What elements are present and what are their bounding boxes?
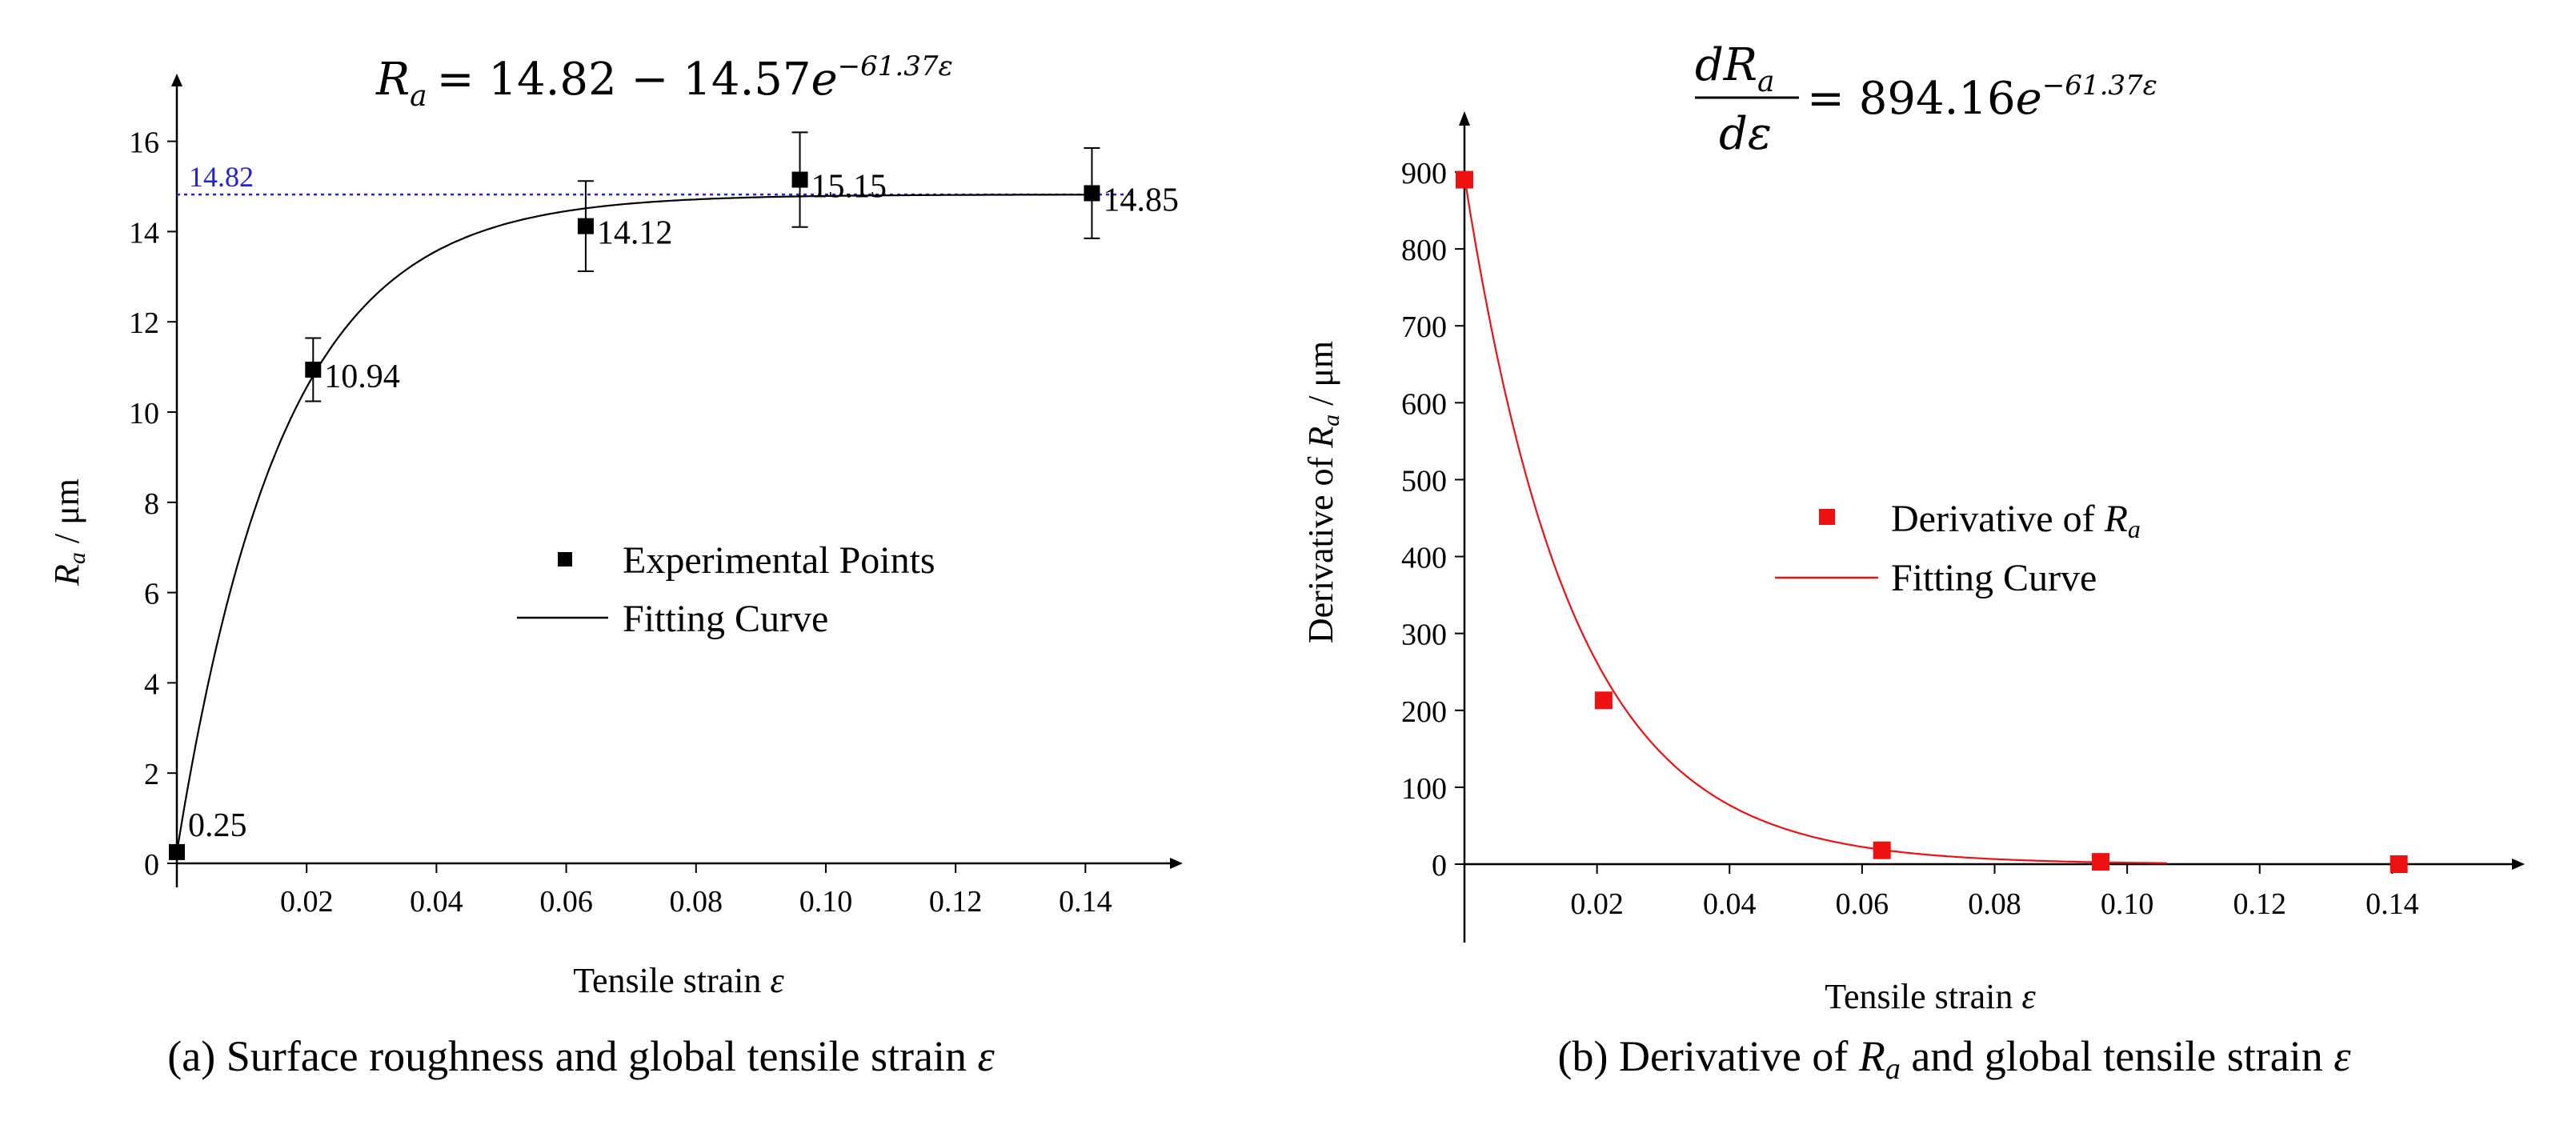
panel-b-y-tick-label: 800 — [1401, 234, 1447, 267]
panel-b-data-point — [2092, 853, 2109, 871]
panel-a-data-point — [169, 843, 185, 860]
panel-b-y-tick-label: 300 — [1401, 619, 1447, 652]
panel-a-legend-fit-label: Fitting Curve — [623, 598, 828, 640]
panel-a-x-axis-title: Tensile strain ε — [573, 961, 784, 1000]
panel-a-y-tick-label: 8 — [144, 487, 159, 521]
panel-b-legend-fit-label: Fitting Curve — [1891, 557, 2097, 599]
panel-a-y-tick-label: 4 — [144, 667, 159, 701]
panel-b-x-tick-label: 0.04 — [1703, 887, 1757, 921]
panel-b-y-tick-label: 900 — [1401, 157, 1447, 190]
panel-a-x-tick-label: 0.14 — [1059, 885, 1112, 919]
panel-b-x-axis-arrow — [2512, 859, 2525, 870]
panel-a-equation: Ra = 14.82 − 14.57e−61.37ε — [375, 50, 953, 113]
panel-a-data-point — [577, 218, 594, 234]
panel-a-y-tick-label: 12 — [129, 306, 159, 340]
panel-b-data-point — [1594, 691, 1613, 710]
panel-a-data-label: 10.94 — [324, 358, 400, 395]
panel-a-y-tick-label: 6 — [144, 578, 159, 611]
panel-a-y-tick-label: 10 — [129, 397, 159, 430]
panel-a-legend: Experimental Points Fitting Curve — [517, 539, 935, 640]
panel-b-data-point — [2390, 855, 2408, 873]
panel-b-x-axis-title: Tensile strain ε — [1825, 977, 2036, 1016]
panel-b-equation: dRa dε = 894.16e−61.37ε — [1695, 39, 2157, 160]
panel-a-y-axis-arrow — [171, 74, 182, 86]
panel-b-x-tick-label: 0.10 — [2101, 887, 2154, 921]
panel-a-y-axis-title: Ra / μm — [47, 478, 90, 587]
panel-a-data-point — [791, 171, 808, 188]
panel-b-caption: (b) Derivative of Ra and global tensile … — [1558, 1032, 2352, 1086]
panel-b-equation-rhs: = 894.16e−61.37ε — [1807, 70, 2157, 125]
panel-b-y-tick-label: 400 — [1401, 542, 1447, 575]
panel-b-x-tick-label: 0.12 — [2233, 887, 2287, 921]
panel-b-x-tick-label: 0.06 — [1836, 887, 1889, 921]
panel-a-x-tick-label: 0.10 — [799, 885, 853, 919]
panel-a-asymptote-label: 14.82 — [189, 161, 254, 193]
panel-a-legend-marker-points — [558, 552, 572, 567]
panel-a-x-tick-label: 0.02 — [280, 885, 334, 919]
panel-a-data-label: 14.85 — [1103, 182, 1179, 218]
panel-a-data-label: 14.12 — [597, 215, 673, 252]
panel-b-equation-numerator: dRa — [1695, 39, 1774, 98]
panel-b-data-point — [1456, 170, 1473, 189]
panel-b-y-tick-label: 600 — [1401, 387, 1447, 421]
panel-b-x-tick-label: 0.14 — [2366, 887, 2419, 921]
panel-a-data-label: 15.15 — [811, 169, 887, 206]
panel-b-plot-area: 0.02 0.04 0.06 0.08 0.10 0.12 0.14 0 100 200 300 40… — [1401, 111, 2525, 943]
panel-b-legend: Derivative of Ra Fitting Curve — [1775, 498, 2141, 599]
panel-b-y-tick-label: 100 — [1401, 772, 1447, 806]
panel-b-data-point — [1873, 841, 1891, 859]
panel-a-data-label: 0.25 — [188, 807, 247, 844]
panel-b-fitting-curve — [1463, 176, 2167, 864]
panel-b-x-tick-label: 0.02 — [1570, 887, 1624, 921]
panel-b-y-axis-title: Derivative of Ra / μm — [1301, 341, 1344, 643]
panel-a-legend-points-label: Experimental Points — [623, 539, 935, 582]
panel-a: Ra = 14.82 − 14.57e−61.37ε 0.02 0.04 0.06 0.… — [47, 50, 1183, 1080]
panel-a-data-point — [1084, 185, 1100, 202]
panel-a-x-axis-arrow — [1170, 858, 1183, 869]
panel-b-legend-marker-points — [1819, 509, 1835, 525]
panel-b-equation-denominator: dε — [1719, 108, 1772, 160]
panel-a-y-tick-label: 14 — [129, 216, 159, 250]
panel-a-x-tick-label: 0.06 — [539, 885, 593, 919]
panel-b: dRa dε = 894.16e−61.37ε 0.02 0.04 0.06 0.08… — [1301, 39, 2525, 1086]
panel-a-fitting-curve — [175, 194, 1092, 853]
panel-a-y-tick-label: 2 — [144, 758, 159, 791]
panel-a-plot-area: 0.02 0.04 0.06 0.08 0.10 0.12 0.14 0 2 4 6 8 10 12 14 1… — [129, 74, 1183, 919]
panel-b-y-tick-label: 500 — [1401, 464, 1447, 498]
panel-a-data-point — [305, 361, 322, 378]
panel-b-y-tick-label: 0 — [1432, 849, 1447, 883]
panel-b-x-tick-label: 0.08 — [1968, 887, 2021, 921]
panel-a-x-tick-label: 0.12 — [929, 885, 983, 919]
panel-b-y-tick-label: 700 — [1401, 310, 1447, 344]
panel-a-x-tick-label: 0.04 — [410, 885, 463, 919]
panel-a-caption: (a) Surface roughness and global tensile… — [167, 1032, 995, 1080]
panel-a-x-tick-label: 0.08 — [670, 885, 723, 919]
panel-b-legend-points-label: Derivative of Ra — [1891, 498, 2141, 543]
panel-a-y-tick-label: 0 — [144, 848, 159, 882]
panel-b-y-axis-arrow — [1459, 111, 1470, 126]
panel-b-y-tick-label: 200 — [1401, 695, 1447, 729]
panel-a-y-tick-label: 16 — [129, 126, 159, 160]
